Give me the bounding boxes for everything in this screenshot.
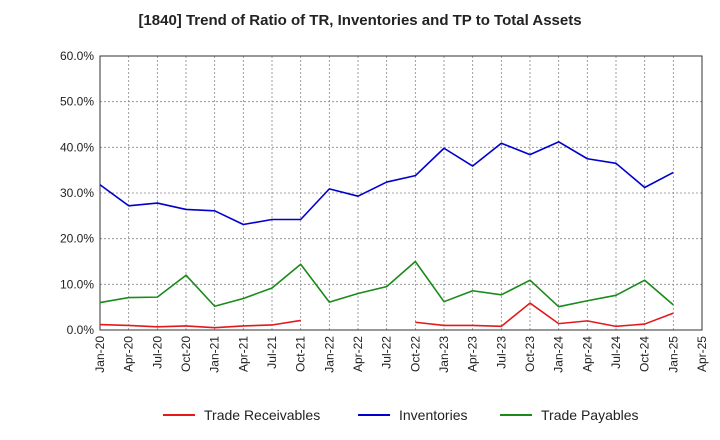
x-tick-label: Oct-21 [294, 336, 308, 372]
x-tick-label: Oct-20 [179, 336, 193, 372]
x-tick-label: Oct-22 [408, 336, 422, 372]
x-tick-label: Oct-24 [638, 336, 652, 372]
x-tick-label: Jul-23 [494, 336, 508, 369]
x-tick-label: Apr-24 [580, 336, 594, 372]
x-tick-label: Jan-24 [552, 336, 566, 373]
x-tick-label: Jul-21 [265, 336, 279, 369]
legend-label-inventories: Inventories [399, 407, 467, 423]
x-tick-label: Jul-22 [380, 336, 394, 369]
series-line-trade-receivables [415, 302, 674, 328]
x-tick-label: Apr-23 [466, 336, 480, 372]
x-tick-label: Jan-20 [93, 336, 107, 373]
series-line-trade-payables [99, 260, 674, 308]
x-tick-label: Jan-22 [322, 336, 336, 373]
y-tick-label: 60.0% [60, 49, 94, 63]
chart-title: [1840] Trend of Ratio of TR, Inventories… [138, 12, 582, 29]
x-tick-label: Jan-21 [208, 336, 222, 373]
x-tick-label: Oct-23 [523, 336, 537, 372]
x-tick-label: Jan-23 [437, 336, 451, 373]
y-tick-label: 30.0% [60, 186, 94, 200]
x-tick-label: Jul-20 [150, 336, 164, 369]
y-tick-label: 50.0% [60, 95, 94, 109]
y-tick-label: 20.0% [60, 232, 94, 246]
series-line-inventories [99, 141, 674, 226]
legend-label-trade-receivables: Trade Receivables [204, 407, 320, 423]
x-tick-label: Jan-25 [666, 336, 680, 373]
y-tick-label: 40.0% [60, 140, 94, 154]
x-tick-label: Apr-20 [122, 336, 136, 372]
series-line-trade-receivables [99, 319, 301, 329]
x-tick-label: Apr-22 [351, 336, 365, 372]
plot-frame [99, 55, 703, 331]
x-tick-label: Jul-24 [609, 336, 623, 369]
legend-label-trade-payables: Trade Payables [541, 407, 639, 423]
y-tick-label: 10.0% [60, 277, 94, 291]
x-tick-label: Apr-21 [236, 336, 250, 372]
y-tick-label: 0.0% [67, 323, 95, 337]
x-tick-label: Apr-25 [695, 336, 709, 372]
